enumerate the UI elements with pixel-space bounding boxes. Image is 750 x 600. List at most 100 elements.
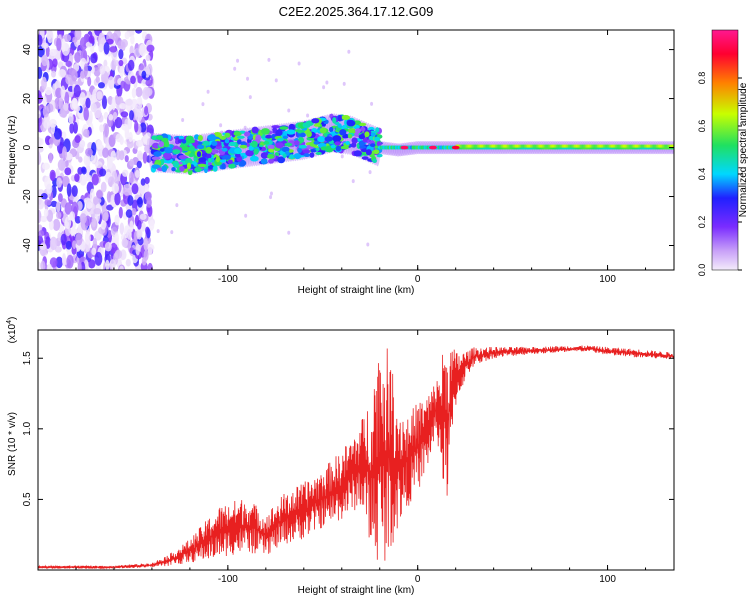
heatmap-cell xyxy=(69,122,74,134)
heatmap-cell xyxy=(284,142,293,147)
heatmap-cell xyxy=(267,144,275,150)
heatmap-cell xyxy=(74,173,80,182)
heatmap-cell xyxy=(467,144,470,148)
heatmap-cell xyxy=(135,243,140,256)
heatmap-cell xyxy=(197,144,205,150)
heatmap-cell xyxy=(172,161,180,168)
snr-scale-suffix: ) xyxy=(7,317,18,320)
heatmap-cell xyxy=(668,144,671,148)
heatmap-cell xyxy=(161,165,167,173)
heatmap-cell xyxy=(267,153,275,159)
heatmap-cell xyxy=(313,140,320,145)
heatmap-cell xyxy=(140,178,146,186)
heatmap-cell xyxy=(628,144,631,148)
snr-scale-exponent: 4 xyxy=(6,320,13,324)
heatmap-cell xyxy=(49,169,56,182)
heatmap-cell xyxy=(277,156,286,164)
heatmap-cell xyxy=(151,164,161,169)
heatmap-cell xyxy=(171,154,178,159)
heatmap-cell xyxy=(130,35,135,45)
heatmap-cell xyxy=(577,144,579,148)
heatmap-cell xyxy=(657,144,660,148)
heatmap-cell xyxy=(347,49,351,54)
heatmap-cell xyxy=(653,144,655,148)
heatmap-cell xyxy=(286,129,296,135)
spectrogram-frame xyxy=(37,29,675,271)
heatmap-cell xyxy=(151,142,160,149)
heatmap-cell xyxy=(38,261,42,270)
heatmap-cell xyxy=(46,263,53,270)
heatmap-cell xyxy=(517,144,520,148)
heatmap-cell xyxy=(102,211,109,222)
heatmap-cell xyxy=(557,144,560,148)
y-tick-label: 20 xyxy=(22,93,33,105)
heatmap-cell xyxy=(104,241,112,252)
heatmap-cell xyxy=(281,146,290,153)
snr-panel: 0.5 1.0 1.5 -100 0 100 Height of straight li… xyxy=(6,317,675,596)
heatmap-cell xyxy=(119,222,125,235)
heatmap-cell xyxy=(50,200,58,208)
heatmap-cell xyxy=(72,240,77,250)
heatmap-cell xyxy=(260,152,269,159)
x-tick-label: 0 xyxy=(415,574,421,585)
heatmap-cell xyxy=(372,158,377,164)
heatmap-cell xyxy=(126,228,132,240)
heatmap-cell xyxy=(57,193,63,203)
heatmap-cell xyxy=(47,30,54,44)
heatmap-cell xyxy=(368,170,372,175)
heatmap-cell xyxy=(64,91,70,105)
heatmap-cell xyxy=(45,87,52,96)
heatmap-cell xyxy=(128,171,135,184)
heatmap-cell xyxy=(187,139,196,144)
heatmap-cell xyxy=(240,142,248,146)
heatmap-cell xyxy=(244,213,248,218)
heatmap-cell xyxy=(136,219,142,230)
snr-series xyxy=(38,345,674,570)
heatmap-cell xyxy=(297,61,301,66)
heatmap-cell xyxy=(136,160,142,169)
heatmap-cell xyxy=(663,144,666,148)
heatmap-cell xyxy=(60,233,67,246)
heatmap-cell xyxy=(100,181,107,193)
colorbar-tick-label: 0.6 xyxy=(697,120,707,133)
heatmap-cell xyxy=(516,144,519,148)
heatmap-cell xyxy=(45,236,51,249)
heatmap-cell xyxy=(119,136,124,145)
heatmap-cell xyxy=(172,149,181,155)
heatmap-cell xyxy=(362,137,368,143)
heatmap-cell xyxy=(309,152,315,158)
heatmap-cell xyxy=(146,44,155,53)
heatmap-cell xyxy=(143,238,149,251)
heatmap-cell xyxy=(85,97,91,109)
heatmap-cell xyxy=(161,137,169,143)
heatmap-cell xyxy=(197,163,207,168)
heatmap-cell xyxy=(457,144,459,148)
heatmap-cell xyxy=(489,144,491,148)
heatmap-cell xyxy=(672,144,674,148)
heatmap-cell xyxy=(142,151,148,164)
heatmap-cell xyxy=(72,97,79,110)
heatmap-cell xyxy=(298,144,307,149)
heatmap-cell xyxy=(79,174,88,186)
heatmap-cell xyxy=(110,242,118,254)
heatmap-cell xyxy=(555,144,558,148)
heatmap-cell xyxy=(79,213,87,225)
heatmap-cell xyxy=(139,184,146,195)
heatmap-cell xyxy=(54,246,62,253)
heatmap-cell xyxy=(58,96,64,110)
heatmap-cell xyxy=(55,87,63,99)
x-tick-label: 100 xyxy=(599,574,616,585)
heatmap-cell xyxy=(272,127,278,132)
heatmap-cell xyxy=(104,123,110,138)
heatmap-cell xyxy=(376,153,383,158)
heatmap-cell xyxy=(58,69,67,78)
heatmap-cell xyxy=(324,136,333,142)
heatmap-cell xyxy=(170,230,174,235)
heatmap-cell xyxy=(598,144,601,148)
heatmap-cell xyxy=(604,144,607,148)
heatmap-cell xyxy=(64,167,72,176)
snr-line xyxy=(38,345,674,570)
heatmap-cell xyxy=(144,176,150,185)
heatmap-cell xyxy=(633,144,636,148)
heatmap-cell xyxy=(493,144,496,148)
